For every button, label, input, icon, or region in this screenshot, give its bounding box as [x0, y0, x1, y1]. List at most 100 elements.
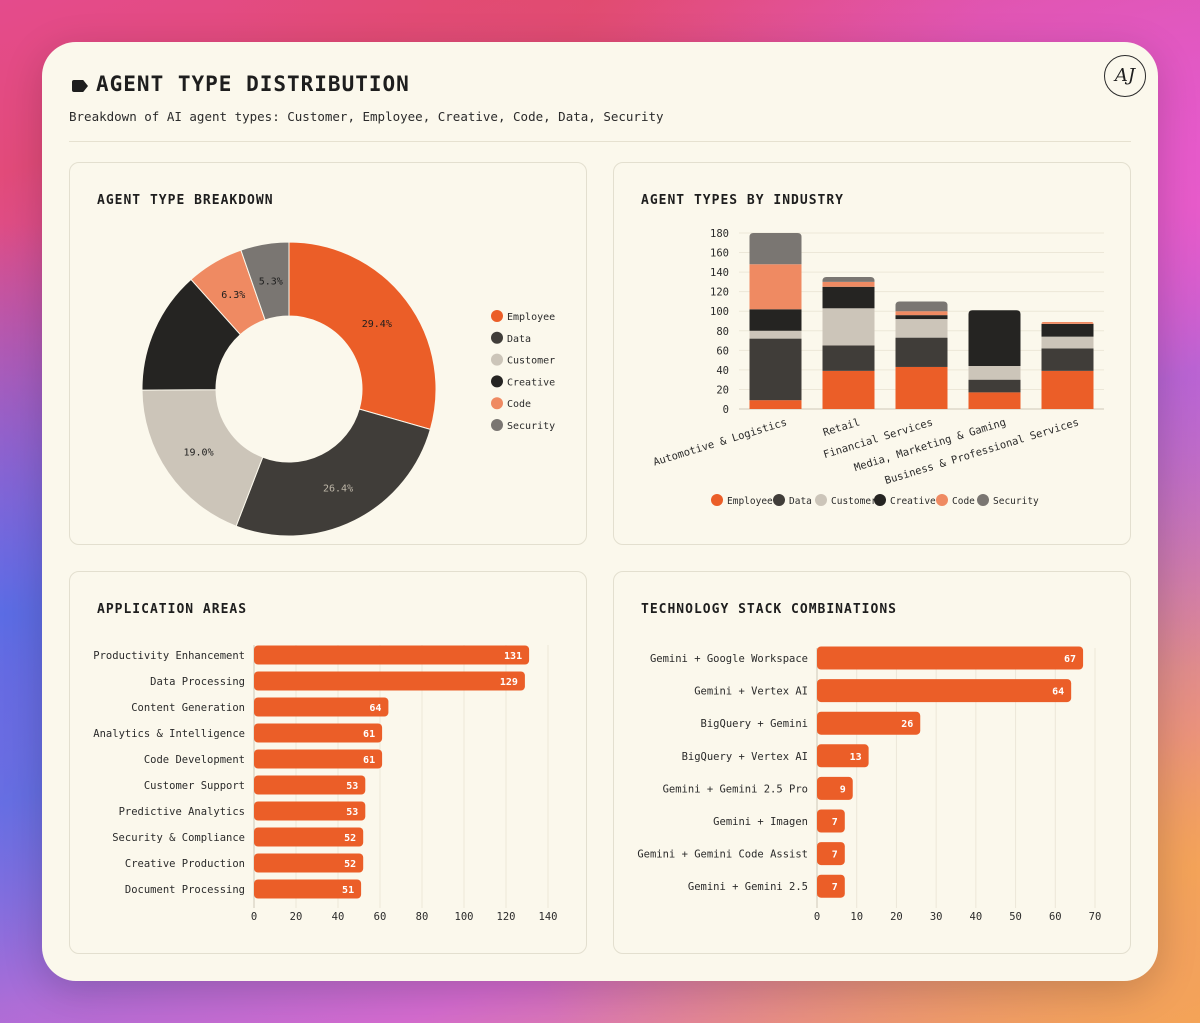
x-tick-label: 0 — [814, 911, 820, 923]
x-tick-label: 10 — [850, 911, 863, 923]
bar — [254, 749, 383, 769]
header-divider — [69, 141, 1131, 142]
category-label: BigQuery + Gemini — [701, 718, 808, 730]
bar-segment-code — [822, 281, 875, 287]
legend-label: Security — [993, 496, 1039, 507]
category-label: Document Processing — [125, 884, 245, 896]
legend-label: Creative — [507, 377, 555, 388]
tag-icon — [72, 80, 88, 92]
y-tick-label: 60 — [716, 345, 729, 357]
x-tick-label: 30 — [930, 911, 943, 923]
page-subtitle: Breakdown of AI agent types: Customer, E… — [69, 109, 664, 124]
bar-segment-security — [749, 233, 802, 265]
bar-value-label: 52 — [344, 859, 356, 870]
dashboard-card: AGENT TYPE DISTRIBUTION Breakdown of AI … — [42, 42, 1158, 981]
bar-value-label: 64 — [369, 703, 381, 714]
category-label: Productivity Enhancement — [93, 650, 245, 662]
legend-dot-employee — [711, 494, 723, 506]
bar-segment-data — [895, 337, 948, 367]
apps-title: APPLICATION AREAS — [97, 602, 248, 617]
category-label: Security & Compliance — [112, 832, 245, 844]
x-tick-label: 70 — [1089, 911, 1102, 923]
bar — [817, 744, 869, 768]
category-label: Gemini + Gemini 2.5 — [688, 881, 808, 893]
donut-value-label: 5.3% — [259, 277, 283, 288]
bar-segment-security — [822, 277, 875, 282]
category-label: Gemini + Gemini Code Assist — [637, 849, 808, 861]
category-label: Gemini + Google Workspace — [650, 653, 808, 665]
category-label: Gemini + Gemini 2.5 Pro — [663, 783, 808, 795]
bar — [254, 801, 366, 821]
application-areas-chart: 0 20 40 60 80 100 120 140 Productivity Enhanceme… — [93, 645, 558, 923]
bar — [254, 775, 366, 795]
bar-segment-data — [1041, 348, 1094, 371]
legend-dot-employee — [491, 310, 503, 322]
legend-label: Code — [507, 399, 531, 410]
bar-segment-customer — [822, 308, 875, 346]
logo: AJ — [1104, 55, 1146, 97]
bar — [817, 776, 853, 800]
bar-segment-employee — [895, 366, 948, 409]
legend-label: Creative — [890, 496, 936, 507]
stacked-title: AGENT TYPES BY INDUSTRY — [641, 193, 845, 208]
bar-value-label: 61 — [363, 755, 375, 766]
bar-value-label: 61 — [363, 729, 375, 740]
category-label: Creative Production — [125, 858, 245, 870]
legend-label: Employee — [507, 312, 555, 323]
bar — [817, 874, 845, 898]
x-tick-label: 80 — [416, 911, 429, 923]
tech-panel: TECHNOLOGY STACK COMBINATIONS 0 10 20 30 40 5… — [613, 571, 1131, 954]
y-tick-label: 40 — [716, 365, 729, 377]
bar-value-label: 7 — [832, 882, 838, 893]
category-label: Data Processing — [150, 676, 245, 688]
legend-label: Code — [952, 496, 975, 507]
legend-label: Customer — [831, 496, 877, 507]
bar-value-label: 64 — [1052, 687, 1064, 698]
bar-segment-employee — [749, 400, 802, 409]
category-label: Gemini + Vertex AI — [694, 686, 808, 698]
legend-label: Data — [507, 334, 531, 345]
x-tick-label: 100 — [455, 911, 474, 923]
y-tick-label: 20 — [716, 384, 729, 396]
legend-label: Data — [789, 496, 812, 507]
donut-value-label: 26.4% — [323, 483, 353, 494]
y-tick-label: 120 — [710, 287, 729, 299]
category-label: Gemini + Imagen — [713, 816, 808, 828]
bar-segment-data — [749, 338, 802, 401]
bar — [254, 645, 530, 665]
stacked-panel: AGENT TYPES BY INDUSTRY 0 20 40 60 80 100 120 1… — [613, 162, 1131, 545]
bar — [254, 723, 383, 743]
donut-panel: AGENT TYPE BREAKDOWN 29.4% 26.4% 19.0% 6.3%… — [69, 162, 587, 545]
x-tick-label: 40 — [332, 911, 345, 923]
bar-value-label: 9 — [840, 784, 846, 795]
bar — [254, 671, 525, 691]
category-label: BigQuery + Vertex AI — [682, 751, 808, 763]
bar — [817, 679, 1072, 703]
bar-segment-data — [822, 345, 875, 371]
bar-segment-customer — [749, 330, 802, 339]
bar-segment-code — [1041, 321, 1094, 324]
bar-segment-customer — [1041, 336, 1094, 349]
bar-segment-data — [968, 379, 1021, 393]
bar-segment-code — [749, 264, 802, 310]
x-tick-label: Retail — [822, 416, 862, 439]
bar-value-label: 67 — [1064, 654, 1076, 665]
bar — [817, 646, 1084, 670]
donut-title: AGENT TYPE BREAKDOWN — [97, 193, 274, 208]
legend-dot-security — [491, 419, 503, 431]
category-label: Customer Support — [144, 780, 245, 792]
legend-label: Security — [507, 421, 555, 432]
bar — [254, 827, 364, 847]
x-tick-label: 20 — [290, 911, 303, 923]
bar-segment-employee — [968, 392, 1021, 409]
legend-label: Employee — [727, 496, 773, 507]
bar-segment-customer — [895, 319, 948, 338]
x-tick-label: 140 — [539, 911, 558, 923]
bar-segment-security — [895, 301, 948, 312]
legend-dot-code — [936, 494, 948, 506]
x-tick-label: 120 — [497, 911, 516, 923]
legend-dot-creative — [491, 375, 503, 388]
x-tick-label: 0 — [251, 911, 257, 923]
y-tick-label: 180 — [710, 228, 729, 240]
bar — [817, 842, 845, 866]
